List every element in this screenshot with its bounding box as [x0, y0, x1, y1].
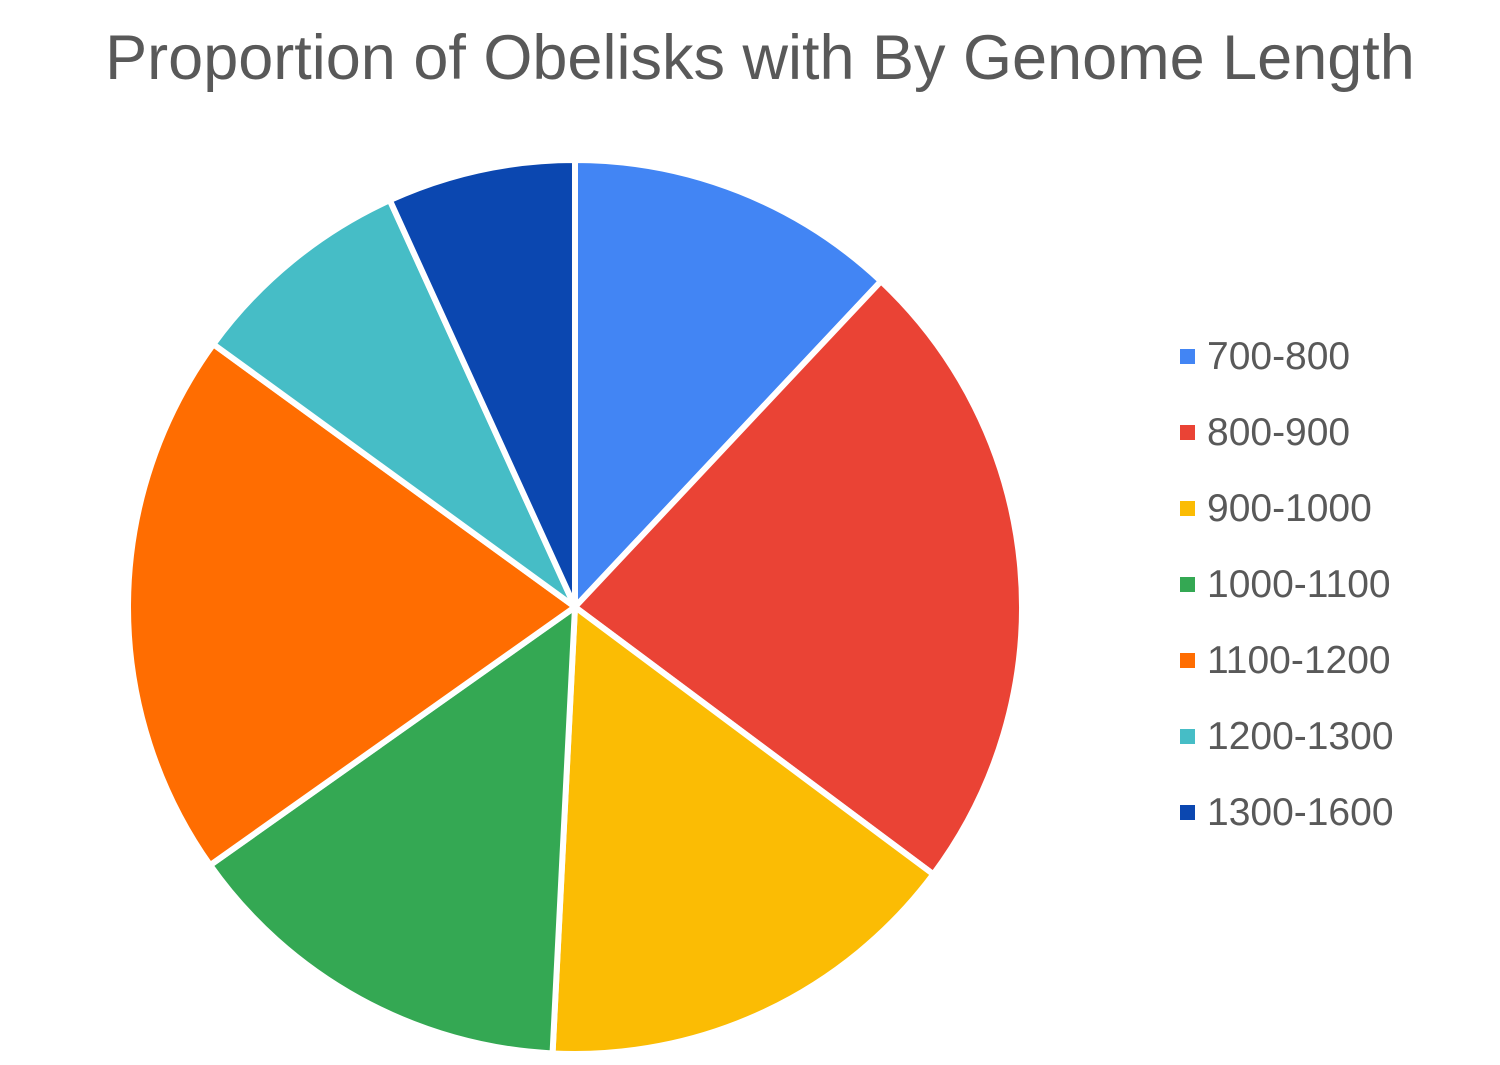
legend-label: 700-800 — [1207, 334, 1351, 378]
legend-label: 900-1000 — [1207, 486, 1372, 530]
pie-slice-800-900 — [572, 278, 1025, 878]
pie-slice-1200-1300 — [210, 197, 578, 610]
legend-swatch — [1180, 728, 1195, 744]
legend-swatch — [1180, 424, 1195, 440]
pie-slice-700-800 — [572, 157, 884, 610]
pie-slice-1100-1200 — [125, 341, 578, 869]
legend-item: 1300-1600 — [1180, 774, 1394, 850]
legend-item: 700-800 — [1180, 318, 1394, 394]
pie-slice-1300-1600 — [386, 157, 578, 610]
pie-slice-900-1000 — [549, 604, 937, 1057]
legend-item: 900-1000 — [1180, 470, 1394, 546]
chart-title: Proportion of Obelisks with By Genome Le… — [105, 23, 1415, 93]
legend-label: 1100-1200 — [1207, 638, 1391, 682]
legend-swatch — [1180, 804, 1195, 820]
legend-item: 1200-1300 — [1180, 698, 1394, 774]
pie-slice-1000-1100 — [207, 604, 578, 1057]
legend-swatch — [1180, 348, 1195, 364]
legend: 700-800 800-900 900-1000 1000-1100 1100-1200… — [1180, 318, 1394, 850]
legend-item: 1000-1100 — [1180, 546, 1394, 622]
legend-label: 1300-1600 — [1207, 790, 1394, 834]
legend-label: 1000-1100 — [1207, 562, 1391, 606]
legend-label: 800-900 — [1207, 410, 1351, 454]
legend-swatch — [1180, 500, 1195, 516]
legend-swatch — [1180, 652, 1195, 668]
legend-label: 1200-1300 — [1207, 714, 1394, 758]
legend-item: 800-900 — [1180, 394, 1394, 470]
legend-swatch — [1180, 576, 1195, 592]
legend-item: 1100-1200 — [1180, 622, 1394, 698]
